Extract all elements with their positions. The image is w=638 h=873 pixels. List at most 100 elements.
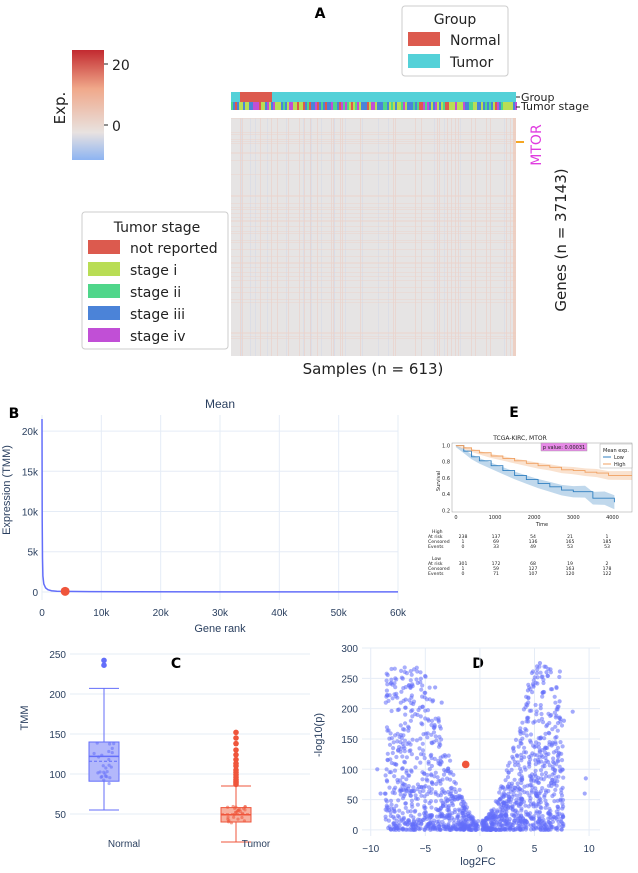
volcano-point	[412, 809, 417, 814]
row-label-group: Group	[521, 91, 555, 104]
risk-row-label: Events	[428, 544, 444, 550]
volcano-point	[512, 813, 517, 819]
volcano-point	[429, 773, 434, 778]
volcano-point	[421, 785, 426, 790]
risk-cell: 69	[493, 539, 499, 545]
heatmap-column	[331, 118, 332, 356]
stage-stripe	[339, 102, 341, 110]
volcano-point	[385, 751, 390, 756]
survival-curve	[455, 444, 632, 476]
volcano-point	[398, 792, 403, 797]
volcano-point	[464, 817, 469, 822]
volcano-point	[413, 765, 418, 770]
volcano-point	[420, 704, 425, 709]
stage-stripe	[233, 102, 235, 110]
volcano-point	[453, 790, 458, 795]
volcano-point	[493, 817, 498, 822]
volcano-point	[397, 823, 402, 828]
volcano-point	[523, 767, 528, 772]
volcano-point	[510, 822, 515, 828]
volcano-point	[403, 805, 408, 811]
volcano-point	[518, 731, 523, 736]
volcano-point	[507, 817, 512, 822]
volcano-point	[560, 801, 565, 806]
volcano-point	[555, 707, 560, 712]
group-annotation-bar	[231, 92, 516, 102]
volcano-point	[394, 803, 399, 808]
heatmap-row	[231, 256, 516, 257]
volcano-point	[535, 802, 540, 807]
ytick-label: 15k	[22, 467, 39, 478]
volcano-point	[406, 740, 411, 745]
risk-row-label: At risk	[428, 534, 443, 540]
volcano-point	[535, 667, 540, 672]
volcano-point	[519, 752, 524, 757]
stage-stripe	[299, 102, 301, 110]
volcano-point	[423, 731, 428, 736]
stage-stripe	[445, 102, 447, 110]
panel-a-letter: A	[315, 6, 326, 22]
stage-legend-swatch	[88, 328, 120, 342]
volcano-point	[413, 796, 419, 801]
volcano-point	[398, 749, 403, 754]
volcano-point	[561, 775, 566, 780]
heatmap	[231, 118, 516, 356]
volcano-point	[559, 790, 564, 795]
heatmap-row	[231, 262, 516, 263]
volcano-point	[540, 814, 545, 819]
volcano-point	[437, 741, 442, 746]
volcano-point	[540, 764, 545, 769]
volcano-point	[547, 806, 552, 812]
heatmap-column	[345, 118, 346, 356]
risk-cell: 1	[462, 566, 465, 572]
volcano-point	[515, 754, 520, 759]
volcano-point	[413, 793, 418, 798]
group-legend-normal-swatch	[408, 32, 440, 46]
volcano-point	[418, 680, 423, 685]
volcano-point	[408, 813, 413, 818]
heatmap-column	[360, 118, 361, 356]
risk-cell: 107	[529, 571, 538, 577]
volcano-point	[537, 791, 542, 796]
volcano-point	[384, 767, 389, 772]
ytick-label: 50	[347, 796, 359, 807]
heatmap-column	[242, 118, 243, 356]
heatmap-column	[415, 118, 416, 356]
group-legend-tumor-label: Tumor	[449, 55, 494, 71]
volcano-point	[384, 694, 389, 699]
volcano-point	[517, 786, 522, 791]
volcano-point	[404, 671, 409, 676]
volcano-point	[388, 827, 393, 832]
survival-legend-title: Mean exp.	[603, 448, 629, 454]
volcano-point	[394, 754, 399, 760]
volcano-point	[542, 793, 547, 798]
volcano-point	[446, 822, 451, 827]
volcano-point	[527, 708, 532, 713]
box-outlier	[233, 747, 239, 753]
volcano-point	[389, 736, 394, 741]
volcano-point	[403, 801, 408, 806]
volcano-point	[529, 753, 534, 758]
volcano-point	[419, 793, 424, 798]
volcano-point	[513, 737, 519, 743]
heatmap-row	[231, 280, 516, 281]
volcano-point	[407, 749, 412, 754]
heatmap-row	[231, 139, 516, 140]
volcano-point	[527, 764, 532, 769]
volcano-point	[538, 768, 544, 773]
stage-stripe	[497, 102, 499, 110]
box-point	[112, 742, 116, 746]
heatmap-row	[231, 299, 516, 300]
volcano-point	[554, 734, 559, 740]
risk-cell: 53	[567, 544, 573, 550]
risk-row-label: Censored	[428, 539, 450, 545]
volcano-point	[519, 797, 524, 802]
volcano-point	[423, 799, 428, 804]
volcano-point	[555, 728, 560, 733]
risk-cell: 136	[529, 539, 538, 545]
box-point	[92, 751, 96, 756]
volcano-point	[452, 797, 457, 802]
volcano-point	[518, 738, 523, 744]
box-category-label: Tumor	[242, 839, 271, 850]
volcano-point	[554, 783, 559, 788]
